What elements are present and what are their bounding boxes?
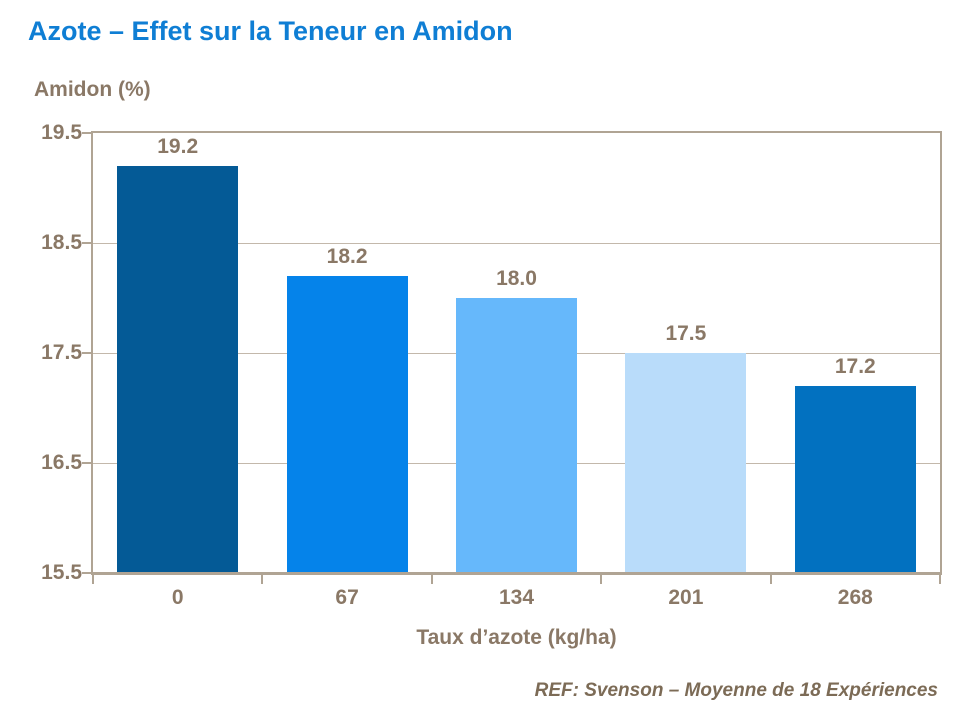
reference-note: REF: Svenson – Moyenne de 18 Expériences — [534, 680, 938, 701]
bar-value-label: 17.2 — [834, 355, 876, 378]
y-tick-label: 17.5 — [41, 341, 82, 364]
x-axis-title: Taux d’azote (kg/ha) — [416, 626, 617, 649]
x-category-label: 268 — [837, 586, 873, 609]
x-tick-mark — [92, 575, 94, 584]
chart-title: Azote – Effet sur la Teneur en Amidon — [28, 16, 513, 46]
y-tick-label: 15.5 — [41, 561, 82, 584]
x-category-label: 67 — [335, 586, 359, 609]
y-tick-label: 18.5 — [41, 231, 82, 254]
x-category-label: 201 — [668, 586, 704, 609]
bar — [456, 298, 577, 573]
bar-value-label: 18.2 — [326, 245, 368, 268]
x-axis-baseline — [91, 572, 942, 575]
x-tick-mark — [600, 575, 603, 584]
x-tick-mark — [939, 575, 941, 584]
bar-value-label: 18.0 — [496, 267, 537, 290]
bar-value-label: 19.2 — [157, 135, 199, 158]
x-tick-mark — [261, 575, 264, 584]
bar — [794, 386, 916, 573]
x-tick-mark — [430, 575, 433, 584]
y-tick-mark — [82, 352, 91, 354]
x-category-label: 134 — [498, 586, 535, 609]
gridline — [93, 242, 940, 244]
y-axis-title: Amidon (%) — [34, 78, 151, 101]
y-tick-mark — [82, 462, 91, 464]
y-tick-mark — [82, 572, 91, 574]
y-tick-label: 16.5 — [41, 451, 82, 474]
bar — [286, 276, 408, 573]
x-category-label: 0 — [171, 586, 184, 609]
bar-value-label: 17.5 — [665, 322, 707, 345]
y-tick-mark — [82, 242, 91, 244]
y-tick-mark — [82, 132, 91, 134]
x-tick-mark — [769, 575, 772, 584]
bar — [117, 166, 239, 573]
y-tick-label: 19.5 — [41, 121, 82, 144]
bar — [625, 353, 747, 573]
